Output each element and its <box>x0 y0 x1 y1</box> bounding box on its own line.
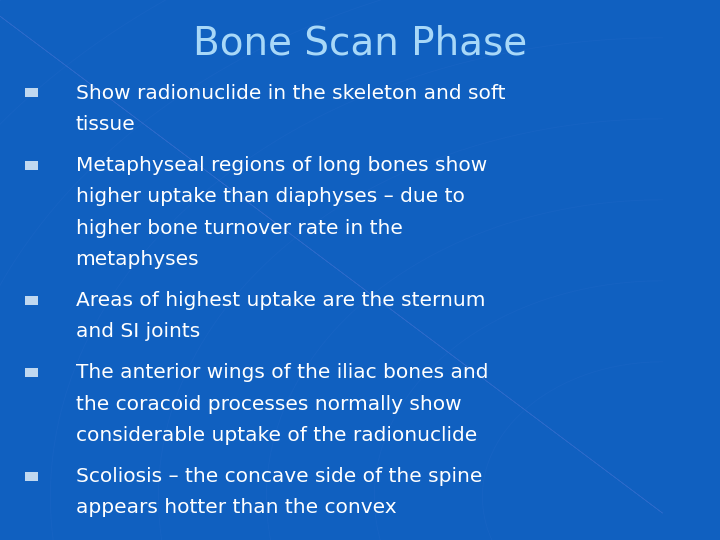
Text: The anterior wings of the iliac bones and: The anterior wings of the iliac bones an… <box>76 363 488 382</box>
Text: appears hotter than the convex: appears hotter than the convex <box>76 498 396 517</box>
Text: Show radionuclide in the skeleton and soft: Show radionuclide in the skeleton and so… <box>76 84 505 103</box>
Bar <box>25 88 38 97</box>
Text: higher bone turnover rate in the: higher bone turnover rate in the <box>76 219 402 238</box>
Bar <box>25 160 38 170</box>
Text: and SI joints: and SI joints <box>76 322 200 341</box>
Text: Areas of highest uptake are the sternum: Areas of highest uptake are the sternum <box>76 291 485 310</box>
Text: Scoliosis – the concave side of the spine: Scoliosis – the concave side of the spin… <box>76 467 482 486</box>
Bar <box>25 471 38 481</box>
Text: metaphyses: metaphyses <box>76 250 199 269</box>
Text: higher uptake than diaphyses – due to: higher uptake than diaphyses – due to <box>76 187 464 206</box>
Text: Metaphyseal regions of long bones show: Metaphyseal regions of long bones show <box>76 156 487 175</box>
Text: tissue: tissue <box>76 115 135 134</box>
Bar <box>25 295 38 305</box>
Text: considerable uptake of the radionuclide: considerable uptake of the radionuclide <box>76 426 477 445</box>
Text: Bone Scan Phase: Bone Scan Phase <box>193 24 527 62</box>
Bar <box>25 368 38 377</box>
Text: the coracoid processes normally show: the coracoid processes normally show <box>76 395 462 414</box>
